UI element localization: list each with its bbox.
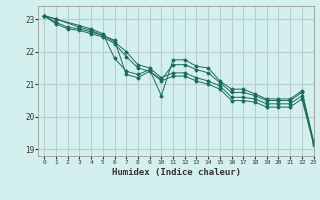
X-axis label: Humidex (Indice chaleur): Humidex (Indice chaleur) — [111, 168, 241, 177]
